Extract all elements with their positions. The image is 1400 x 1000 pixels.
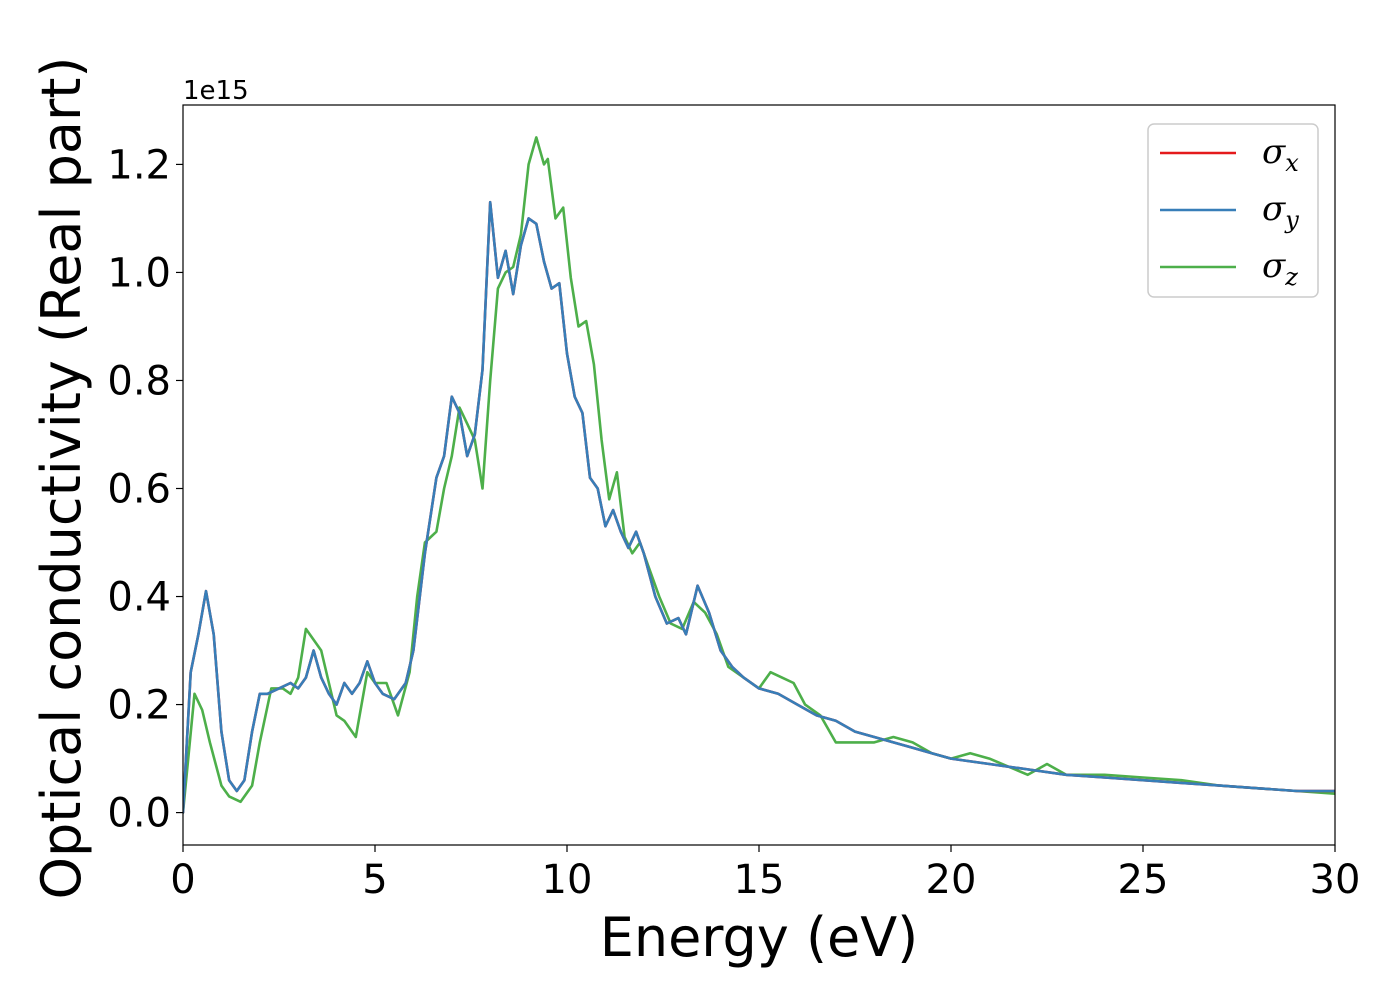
y-tick-label: 0.0 <box>107 791 171 837</box>
x-tick-label: 25 <box>1118 857 1169 903</box>
plot-area <box>183 105 1335 845</box>
x-tick-label: 15 <box>734 857 785 903</box>
legend-label-x: σx <box>1262 132 1299 177</box>
y-tick-label: 1.0 <box>107 250 171 296</box>
y-tick-label: 0.4 <box>107 575 171 621</box>
legend-label-y: σy <box>1262 189 1299 234</box>
y-tick-label: 0.8 <box>107 358 171 404</box>
x-tick-label: 10 <box>542 857 593 903</box>
x-tick-label: 20 <box>926 857 977 903</box>
y-tick-label: 1.2 <box>107 142 171 188</box>
series-layer <box>183 136 1335 814</box>
y-offset-label: 1e15 <box>183 76 249 106</box>
legend: σx σy σz <box>1147 123 1319 298</box>
x-tick-label: 5 <box>362 857 387 903</box>
plot-background <box>183 105 1335 845</box>
legend-label-z: σz <box>1262 246 1298 291</box>
y-axis: 0.0 0.2 0.4 0.6 0.8 1.0 1.2 <box>107 142 183 837</box>
x-tick-label: 30 <box>1310 857 1361 903</box>
y-tick-label: 0.2 <box>107 683 171 729</box>
y-tick-label: 0.6 <box>107 467 171 513</box>
x-tick-label: 0 <box>170 857 195 903</box>
x-axis-title: Energy (eV) <box>600 906 919 969</box>
x-axis: 0 5 10 15 20 25 30 <box>170 845 1360 903</box>
series-line-z <box>183 136 1335 814</box>
y-axis-title: Optical conductivity (Real part) <box>30 57 93 900</box>
series-line-y <box>183 200 1335 814</box>
